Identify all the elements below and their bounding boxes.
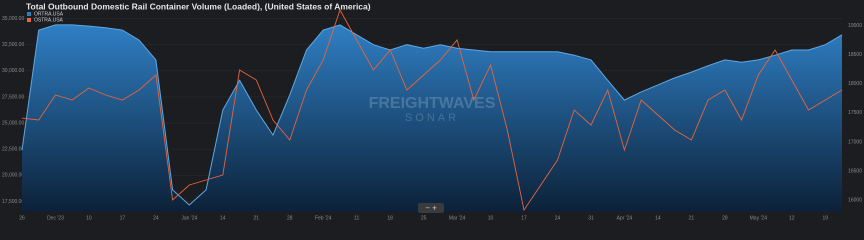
legend-label: ORTRA.USA [34,11,64,17]
y-tick-label: 22,500.00 [2,147,24,153]
x-tick-label: Dec '23 [47,215,64,221]
y-tick-label: 25,000.00 [2,120,24,126]
y2-tick-label: 18000 [848,81,862,87]
x-tick-label: Mar '24 [449,215,466,221]
y-tick-label: 17,500.00 [2,199,24,205]
x-tick-label: 28 [722,215,728,221]
x-tick-label: 14 [220,215,226,221]
legend-swatch [27,12,31,16]
x-tick-label: 14 [655,215,661,221]
x-tick-label: 17 [521,215,527,221]
y-tick-label: 20,000.00 [2,173,24,179]
x-tick-label: 10 [488,215,494,221]
x-tick-label: 25 [421,215,427,221]
x-tick-label: 31 [588,215,594,221]
y-tick-label: 30,000.00 [2,68,24,74]
watermark: FREIGHTWAVES [369,95,496,112]
x-tick-label: May '24 [750,215,768,221]
zoom-controls-icons: − + [425,204,437,213]
y-tick-label: 32,500.00 [2,42,24,48]
x-tick-label: 19 [822,215,828,221]
x-tick-label: 10 [86,215,92,221]
x-tick-label: 21 [689,215,695,221]
zoom-controls[interactable] [418,203,444,213]
y2-tick-label: 18500 [848,52,862,58]
line [21,8,843,212]
x-tick-label: 24 [153,215,159,221]
y2-tick-label: 17000 [848,139,862,145]
x-tick-label: 11 [354,215,359,221]
x-tick-label: 18 [387,215,393,221]
x-tick-label: 21 [254,215,260,221]
legend-swatch [27,18,31,22]
y2-tick-label: 16000 [848,198,862,204]
y-tick-label: 27,500.00 [2,94,24,100]
x-tick-label: 26 [19,215,25,221]
x-tick-label: Feb '24 [315,215,332,221]
chart: 17,500.00 20,000.00 22,500.00 25,000.00 27,5… [2,1,863,222]
area-edge [21,24,843,206]
x-tick-label: 12 [789,215,795,221]
plot: 17,500.00 20,000.00 22,500.00 25,000.00 27,5… [2,8,862,221]
x-tick-label: 24 [555,215,561,221]
y2-tick-label: 19000 [848,23,862,29]
x-tick-label: Jan '24 [181,215,197,221]
watermark: SONAR [405,112,459,124]
x-tick-label: 28 [287,215,293,221]
x-tick-label: Apr '24 [617,215,633,221]
y2-tick-label: 17500 [848,110,862,116]
chart-title: Total Outbound Domestic Rail Container V… [26,1,371,11]
legend-label: OSTRA.USA [34,17,64,23]
x-tick-label: 17 [120,215,126,221]
y-tick-label: 35,000.00 [2,16,24,22]
y2-tick-label: 16500 [848,169,862,175]
area [22,24,842,213]
